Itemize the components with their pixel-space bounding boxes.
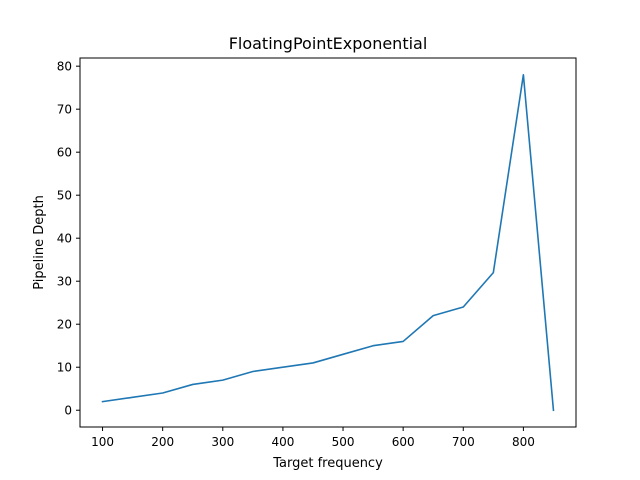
x-tick-label: 200 bbox=[151, 435, 174, 449]
y-axis: 0 10 20 30 40 50 60 70 80 bbox=[57, 60, 80, 418]
x-axis: 100 200 300 400 500 600 700 800 bbox=[91, 427, 535, 449]
x-tick-label: 800 bbox=[512, 435, 535, 449]
y-tick-label: 70 bbox=[57, 103, 72, 117]
y-axis-label: Pipeline Depth bbox=[32, 195, 47, 290]
x-tick-label: 400 bbox=[271, 435, 294, 449]
y-tick-label: 80 bbox=[57, 60, 72, 74]
x-tick-label: 600 bbox=[392, 435, 415, 449]
x-tick-label: 300 bbox=[211, 435, 234, 449]
x-tick-label: 100 bbox=[91, 435, 114, 449]
series-line-0 bbox=[101, 73, 555, 412]
y-tick-label: 40 bbox=[57, 232, 72, 246]
series-layer bbox=[101, 73, 555, 412]
y-tick-label: 0 bbox=[64, 404, 72, 418]
x-tick-label: 500 bbox=[332, 435, 355, 449]
y-tick-label: 60 bbox=[57, 146, 72, 160]
plot-area-frame bbox=[79, 57, 577, 428]
x-tick-label: 700 bbox=[452, 435, 475, 449]
y-tick-label: 50 bbox=[57, 189, 72, 203]
y-tick-label: 30 bbox=[57, 275, 72, 289]
chart-title: FloatingPointExponential bbox=[229, 34, 428, 53]
x-axis-label: Target frequency bbox=[272, 456, 383, 471]
y-tick-label: 10 bbox=[57, 361, 72, 375]
y-tick-label: 20 bbox=[57, 318, 72, 332]
